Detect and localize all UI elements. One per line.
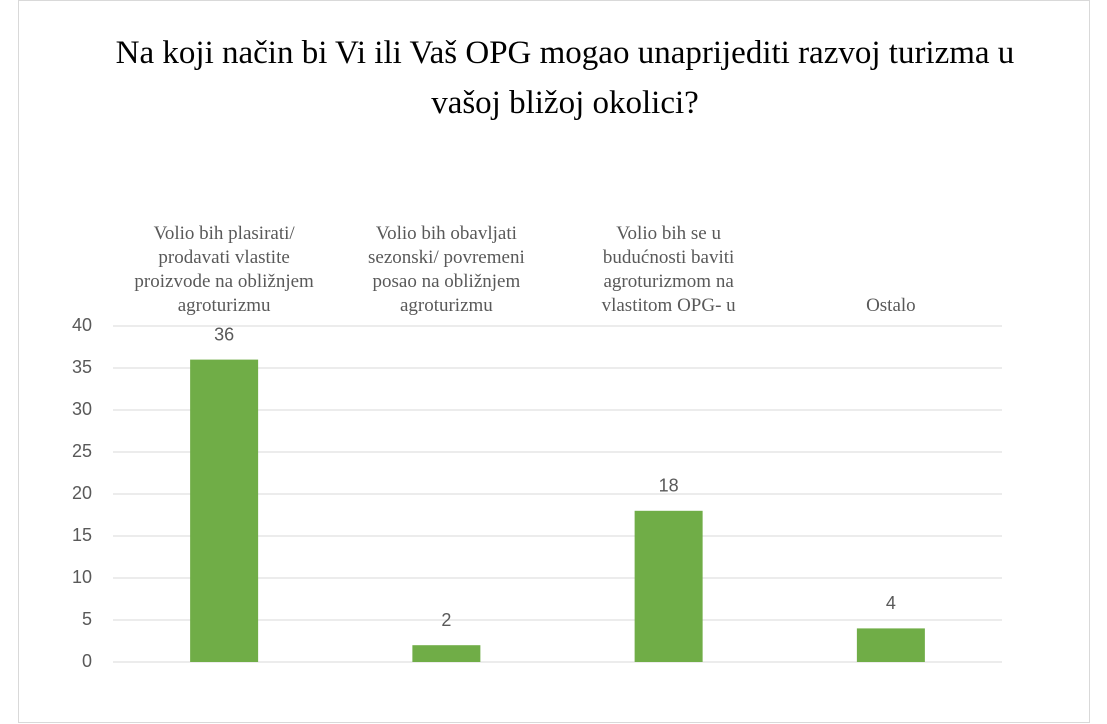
category-label: Ostalo [866,295,916,316]
y-tick-label: 20 [72,483,92,503]
y-tick-label: 25 [72,441,92,461]
bar [190,359,259,662]
y-tick-label: 15 [72,525,92,545]
chart-border [18,0,1090,723]
data-label: 18 [659,476,679,496]
chart-title: Na koji način bi Vi ili Vaš OPG mogao un… [115,35,1015,121]
bar [412,645,481,662]
y-tick-label: 5 [82,609,92,629]
data-label: 2 [441,610,451,630]
data-label: 36 [214,324,234,344]
y-tick-label: 10 [72,567,92,587]
category-label: Volio bih plasirati/ prodavati vlastite … [134,223,314,316]
bar [856,628,925,662]
data-label: 4 [886,593,896,613]
category-label: Volio bih se u budućnosti baviti agrotur… [601,223,736,316]
category-label: Volio bih obavljati sezonski/ povremeni … [368,223,525,316]
y-tick-label: 40 [72,315,92,335]
bar [634,510,703,662]
y-tick-label: 35 [72,357,92,377]
y-tick-label: 0 [82,651,92,671]
y-tick-label: 30 [72,399,92,419]
